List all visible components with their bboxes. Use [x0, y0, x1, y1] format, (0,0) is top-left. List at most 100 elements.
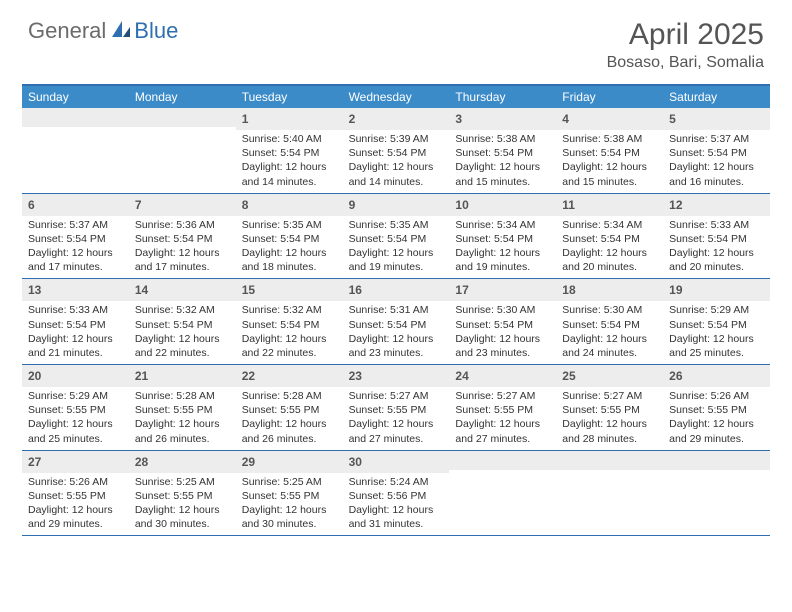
sunset-text: Sunset: 5:54 PM — [349, 232, 444, 246]
sunrise-text: Sunrise: 5:29 AM — [669, 303, 764, 317]
sunrise-text: Sunrise: 5:38 AM — [455, 132, 550, 146]
sunrise-text: Sunrise: 5:34 AM — [562, 218, 657, 232]
day-cell: 24Sunrise: 5:27 AMSunset: 5:55 PMDayligh… — [449, 365, 556, 450]
week-row: 27Sunrise: 5:26 AMSunset: 5:55 PMDayligh… — [22, 451, 770, 537]
daylight-text: and 21 minutes. — [28, 346, 123, 360]
day-number-bar: 1 — [236, 108, 343, 130]
day-cell: 11Sunrise: 5:34 AMSunset: 5:54 PMDayligh… — [556, 194, 663, 279]
daylight-text: Daylight: 12 hours — [669, 332, 764, 346]
sunrise-text: Sunrise: 5:25 AM — [135, 475, 230, 489]
sunset-text: Sunset: 5:54 PM — [28, 232, 123, 246]
day-number: 6 — [28, 198, 35, 212]
title-block: April 2025 Bosaso, Bari, Somalia — [607, 18, 764, 72]
sunset-text: Sunset: 5:56 PM — [349, 489, 444, 503]
sunrise-text: Sunrise: 5:32 AM — [135, 303, 230, 317]
day-details: Sunrise: 5:27 AMSunset: 5:55 PMDaylight:… — [556, 387, 663, 450]
day-number-bar: 7 — [129, 194, 236, 216]
sunrise-text: Sunrise: 5:36 AM — [135, 218, 230, 232]
day-number: 16 — [349, 283, 362, 297]
day-cell: 12Sunrise: 5:33 AMSunset: 5:54 PMDayligh… — [663, 194, 770, 279]
day-cell — [22, 108, 129, 193]
daylight-text: Daylight: 12 hours — [349, 332, 444, 346]
day-number-bar: 15 — [236, 279, 343, 301]
day-number: 2 — [349, 112, 356, 126]
day-number-bar — [129, 108, 236, 127]
daylight-text: Daylight: 12 hours — [28, 246, 123, 260]
weekday-header: Wednesday — [343, 86, 450, 108]
day-cell: 27Sunrise: 5:26 AMSunset: 5:55 PMDayligh… — [22, 451, 129, 536]
sunset-text: Sunset: 5:55 PM — [349, 403, 444, 417]
day-number: 7 — [135, 198, 142, 212]
day-number-bar — [22, 108, 129, 127]
sunset-text: Sunset: 5:54 PM — [349, 318, 444, 332]
sunrise-text: Sunrise: 5:27 AM — [562, 389, 657, 403]
daylight-text: and 27 minutes. — [349, 432, 444, 446]
day-number-bar: 21 — [129, 365, 236, 387]
daylight-text: and 29 minutes. — [669, 432, 764, 446]
sunrise-text: Sunrise: 5:28 AM — [135, 389, 230, 403]
sunset-text: Sunset: 5:54 PM — [455, 318, 550, 332]
daylight-text: and 25 minutes. — [28, 432, 123, 446]
daylight-text: Daylight: 12 hours — [28, 503, 123, 517]
weekday-header: Tuesday — [236, 86, 343, 108]
day-cell: 1Sunrise: 5:40 AMSunset: 5:54 PMDaylight… — [236, 108, 343, 193]
day-details — [129, 127, 236, 183]
day-details: Sunrise: 5:37 AMSunset: 5:54 PMDaylight:… — [22, 216, 129, 279]
day-number: 30 — [349, 455, 362, 469]
weekday-header: Friday — [556, 86, 663, 108]
daylight-text: and 26 minutes. — [242, 432, 337, 446]
weekday-header: Sunday — [22, 86, 129, 108]
day-number: 13 — [28, 283, 41, 297]
daylight-text: and 23 minutes. — [349, 346, 444, 360]
daylight-text: and 15 minutes. — [455, 175, 550, 189]
weeks-container: 1Sunrise: 5:40 AMSunset: 5:54 PMDaylight… — [22, 108, 770, 536]
day-details — [663, 470, 770, 526]
sunrise-text: Sunrise: 5:27 AM — [349, 389, 444, 403]
day-details: Sunrise: 5:33 AMSunset: 5:54 PMDaylight:… — [22, 301, 129, 364]
sunset-text: Sunset: 5:54 PM — [135, 318, 230, 332]
day-number-bar: 23 — [343, 365, 450, 387]
day-number-bar: 8 — [236, 194, 343, 216]
day-details: Sunrise: 5:31 AMSunset: 5:54 PMDaylight:… — [343, 301, 450, 364]
day-cell: 6 Sunrise: 5:37 AMSunset: 5:54 PMDaylight… — [22, 194, 129, 279]
sunrise-text: Sunrise: 5:31 AM — [349, 303, 444, 317]
sunset-text: Sunset: 5:54 PM — [135, 232, 230, 246]
daylight-text: Daylight: 12 hours — [562, 160, 657, 174]
day-number: 20 — [28, 369, 41, 383]
day-number-bar: 30 — [343, 451, 450, 473]
day-cell: 25Sunrise: 5:27 AMSunset: 5:55 PMDayligh… — [556, 365, 663, 450]
daylight-text: Daylight: 12 hours — [135, 246, 230, 260]
daylight-text: and 29 minutes. — [28, 517, 123, 531]
day-number-bar: 10 — [449, 194, 556, 216]
daylight-text: and 26 minutes. — [135, 432, 230, 446]
day-number-bar: 18 — [556, 279, 663, 301]
day-number: 22 — [242, 369, 255, 383]
sunset-text: Sunset: 5:55 PM — [28, 489, 123, 503]
day-cell: 16 Sunrise: 5:31 AMSunset: 5:54 PMDayligh… — [343, 279, 450, 364]
day-details: Sunrise: 5:38 AMSunset: 5:54 PMDaylight:… — [449, 130, 556, 193]
daylight-text: and 22 minutes. — [135, 346, 230, 360]
day-number-bar: 26 — [663, 365, 770, 387]
day-details: Sunrise: 5:29 AMSunset: 5:55 PMDaylight:… — [22, 387, 129, 450]
day-details: Sunrise: 5:33 AMSunset: 5:54 PMDaylight:… — [663, 216, 770, 279]
day-number-bar: 22 — [236, 365, 343, 387]
day-number-bar: 3 — [449, 108, 556, 130]
daylight-text: Daylight: 12 hours — [242, 332, 337, 346]
day-number-bar: 5 — [663, 108, 770, 130]
day-number: 21 — [135, 369, 148, 383]
sunrise-text: Sunrise: 5:29 AM — [28, 389, 123, 403]
day-number: 14 — [135, 283, 148, 297]
sunset-text: Sunset: 5:55 PM — [28, 403, 123, 417]
daylight-text: and 27 minutes. — [455, 432, 550, 446]
day-details: Sunrise: 5:34 AMSunset: 5:54 PMDaylight:… — [556, 216, 663, 279]
daylight-text: Daylight: 12 hours — [562, 246, 657, 260]
daylight-text: Daylight: 12 hours — [28, 417, 123, 431]
day-number-bar: 19 — [663, 279, 770, 301]
daylight-text: Daylight: 12 hours — [242, 160, 337, 174]
daylight-text: Daylight: 12 hours — [242, 417, 337, 431]
day-details: Sunrise: 5:30 AMSunset: 5:54 PMDaylight:… — [449, 301, 556, 364]
weekday-header: Thursday — [449, 86, 556, 108]
day-details: Sunrise: 5:34 AMSunset: 5:54 PMDaylight:… — [449, 216, 556, 279]
day-number-bar — [449, 451, 556, 470]
day-cell: 3Sunrise: 5:38 AMSunset: 5:54 PMDaylight… — [449, 108, 556, 193]
